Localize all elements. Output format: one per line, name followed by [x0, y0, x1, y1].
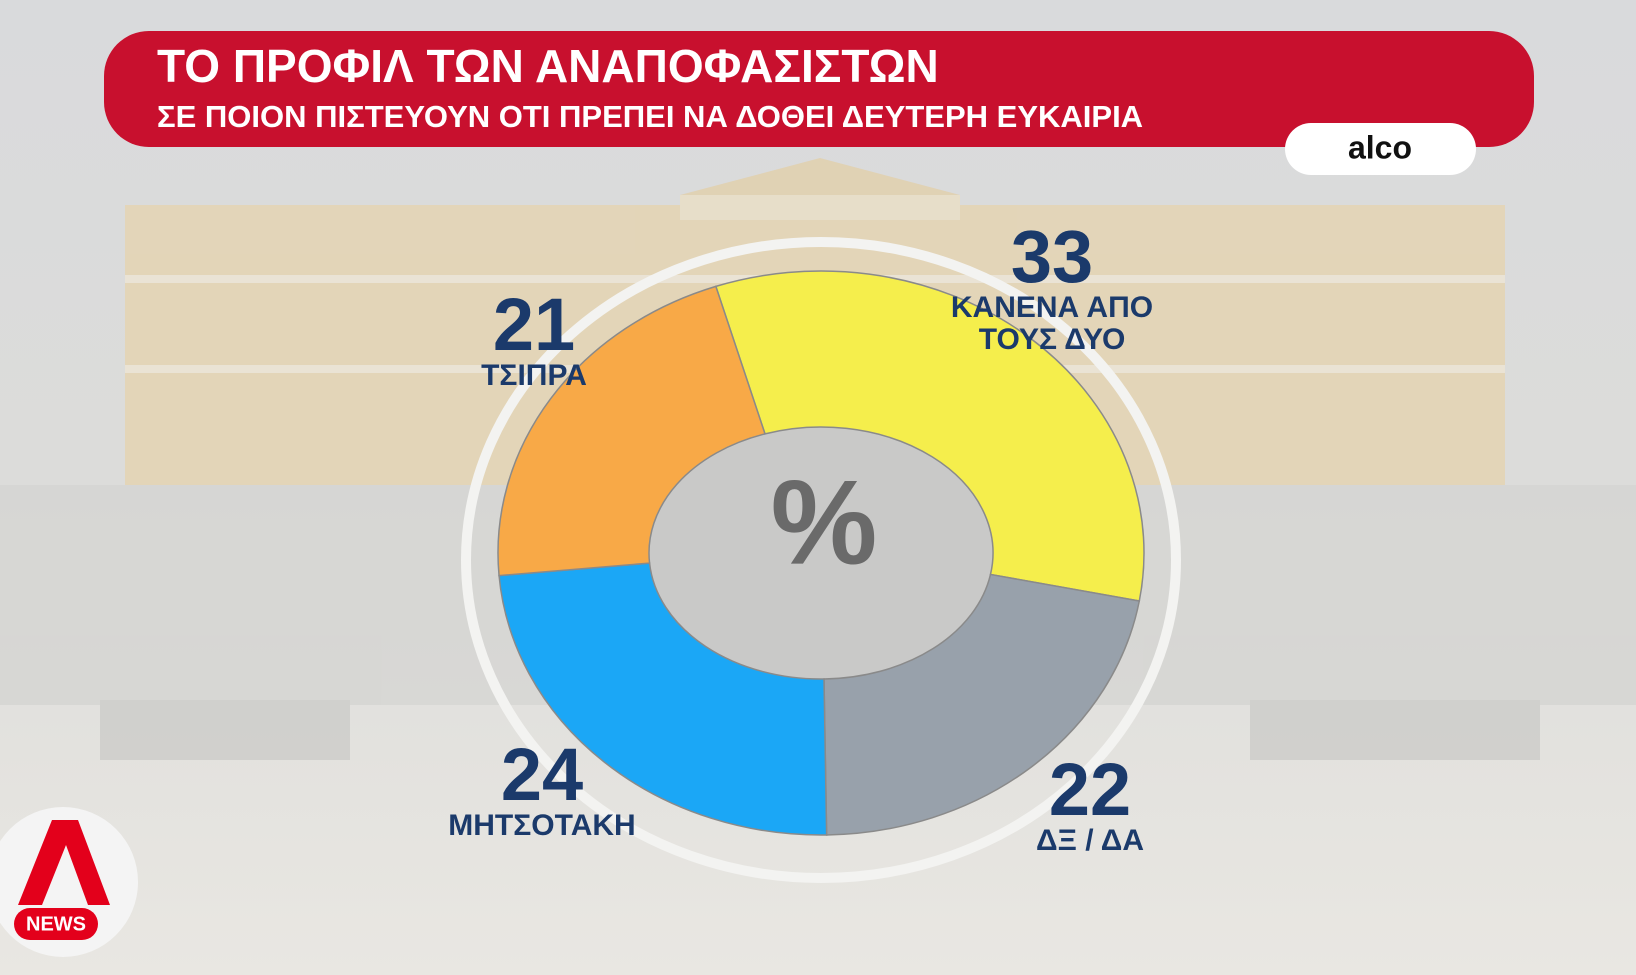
outer-ring — [461, 237, 1181, 883]
category-label: ΚΑΝΕΝΑ ΑΠΟ ΤΟΥΣ ΔΥΟ — [950, 291, 1154, 356]
source-pill — [1285, 123, 1476, 175]
chart-subtitle: ΣΕ ΠΟΙΟΝ ΠΙΣΤΕΥΟΥΝ ΟΤΙ ΠΡΕΠΕΙ ΝΑ ΔΟΘΕΙ Δ… — [157, 99, 1143, 134]
source: alco — [1348, 129, 1412, 165]
slice-label: 33 ΚΑΝΕΝΑ ΑΠΟ ΤΟΥΣ ΔΥΟ — [922, 215, 1182, 356]
logo-text: NEWS — [26, 913, 86, 935]
donut-slice — [714, 270, 1145, 602]
title-banner — [104, 31, 1534, 147]
slice-label: 24 ΜΗΤΣΟΤΑΚΗ — [412, 733, 672, 842]
donut-center — [649, 427, 993, 679]
value-label: 21 — [492, 283, 576, 366]
category-label: ΜΗΤΣΟΤΑΚΗ — [448, 809, 636, 842]
category-label: ΔΞ / ΔΑ — [1036, 824, 1144, 857]
donut-slice — [823, 573, 1141, 836]
category-label: ΤΣΙΠΡΑ — [481, 359, 587, 392]
slice-label: 21 ΤΣΙΠΡΑ — [404, 283, 664, 392]
donut-slice — [498, 562, 828, 836]
slice-label: 22 ΔΞ / ΔΑ — [960, 748, 1220, 857]
logo: NEWS — [0, 807, 138, 957]
chart-title: ΤΟ ΠΡΟΦΙΛ ΤΩΝ ΑΝΑΠΟΦΑΣΙΣΤΩΝ — [157, 40, 939, 92]
value-label: 33 — [1010, 215, 1094, 298]
center-label: % — [771, 456, 878, 590]
value-label: 24 — [500, 733, 584, 816]
value-label: 22 — [1048, 748, 1132, 831]
donut-slice — [497, 285, 766, 577]
